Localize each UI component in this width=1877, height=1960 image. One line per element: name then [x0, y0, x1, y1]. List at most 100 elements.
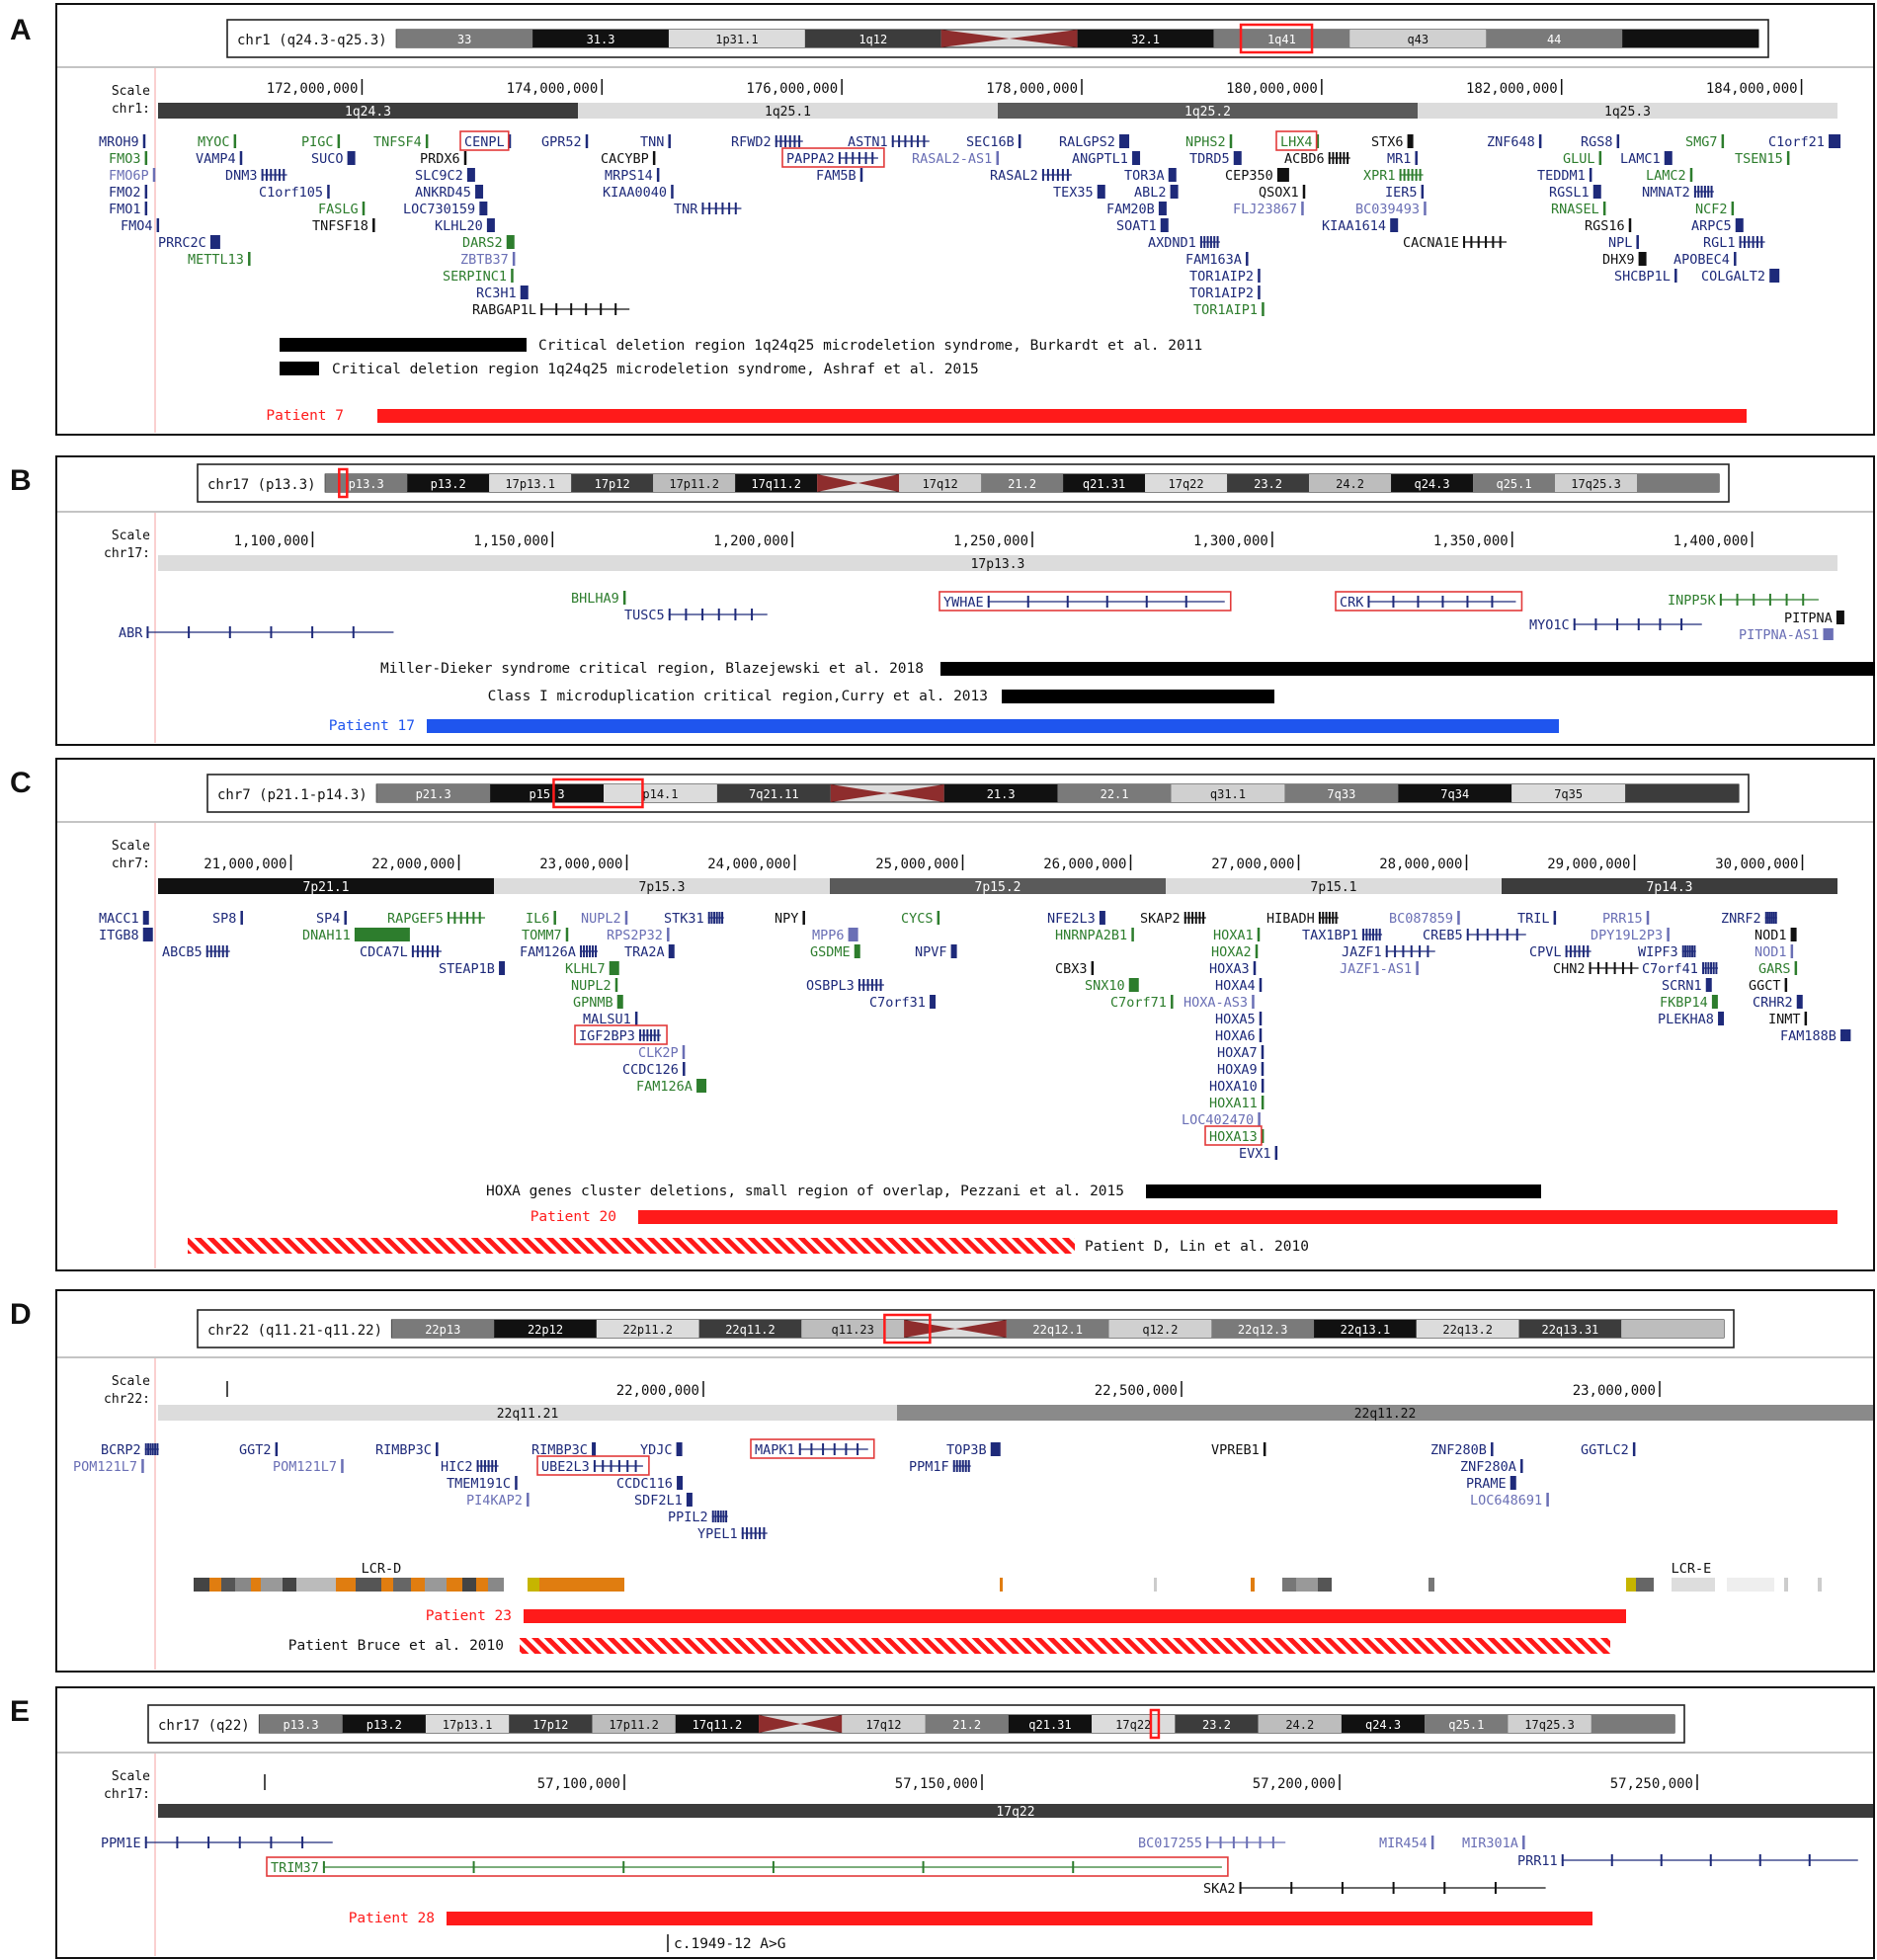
cytoband	[158, 555, 1837, 571]
gene-fam126a: FAM126A	[636, 1079, 707, 1095]
gene-rc3h1: RC3H1	[476, 286, 529, 301]
ideogram-band	[1213, 30, 1350, 47]
gene-label: POM121L7	[73, 1459, 137, 1475]
gene-label: COLGALT2	[1701, 269, 1765, 285]
gene-tmem191c: TMEM191C	[447, 1476, 518, 1492]
gene-mark	[1829, 134, 1841, 148]
exon-mark	[1145, 596, 1148, 608]
gene-pi4kap2: PI4KAP2	[466, 1493, 530, 1509]
chrom-label: chr17:	[104, 546, 150, 561]
exon-mark	[1715, 962, 1718, 974]
exon-mark	[1616, 618, 1619, 630]
gene-ppil2: PPIL2	[668, 1510, 728, 1525]
gene-shcbp1l: SHCBP1L	[1614, 269, 1677, 285]
panel-frame	[55, 758, 1875, 1271]
lcr-label: LCR-D	[362, 1561, 402, 1577]
ideogram-band	[1625, 784, 1739, 802]
exon-mark	[466, 912, 469, 924]
exon-mark	[480, 1460, 483, 1472]
gene-label: STK31	[664, 911, 704, 927]
band-label: 21.3	[987, 787, 1016, 801]
chrom-label: chr17:	[104, 1787, 150, 1802]
highlight-box	[536, 1455, 650, 1476]
gene-ier5: IER5	[1385, 185, 1425, 201]
gene-label: TEDDM1	[1537, 168, 1586, 184]
exon-mark	[1216, 236, 1219, 248]
cytoband-label: 17p13.3	[971, 557, 1025, 572]
duplication-segment	[194, 1578, 209, 1592]
gene-lamc2: LAMC2	[1646, 168, 1693, 184]
gene-mark	[466, 168, 475, 182]
gene-label: C7orf71	[1110, 995, 1167, 1011]
gene-mark	[1457, 911, 1460, 925]
gene-rfwd2: RFWD2	[731, 134, 803, 150]
gene-label: NOD1	[1755, 928, 1787, 943]
gene-mark	[239, 151, 243, 165]
band-label: p13.2	[431, 477, 466, 491]
band-label: p13.2	[367, 1718, 402, 1732]
gene-kiaa0040: KIAA0040	[603, 185, 674, 201]
gene-ggtlc2: GGTLC2	[1581, 1442, 1636, 1458]
exon-mark	[891, 135, 894, 147]
band-label: 22p11.2	[622, 1323, 673, 1337]
variant-label: c.1949-12 A>G	[674, 1936, 786, 1952]
band-label: q24.3	[1365, 1718, 1401, 1732]
gene-label: MPP6	[812, 928, 845, 943]
gene-label: LAMC1	[1620, 151, 1661, 167]
ideogram-band	[1508, 1715, 1591, 1733]
exon-mark	[852, 152, 855, 164]
exon-mark	[221, 945, 224, 957]
cytoband	[158, 1804, 1873, 1818]
gene-label: GGCT	[1749, 978, 1781, 994]
gene-label: GGTLC2	[1581, 1442, 1629, 1458]
cytoband-label: 7p14.3	[1647, 880, 1693, 895]
gene-label: GSDME	[810, 944, 851, 960]
gene-label: PI4KAP2	[466, 1493, 523, 1509]
gene-label: BC087859	[1389, 911, 1453, 927]
gene-fkbp14: FKBP14	[1660, 995, 1718, 1011]
gene-mark	[141, 1459, 144, 1473]
gene-label: INMT	[1768, 1012, 1801, 1027]
gene-mark	[585, 134, 589, 148]
exon-mark	[270, 1837, 273, 1848]
gene-mark	[1664, 151, 1673, 165]
gene-mettl13: METTL13	[188, 252, 251, 268]
gene-evx1: EVX1	[1239, 1146, 1278, 1162]
gene-label: HOXA7	[1217, 1045, 1258, 1061]
gene-mark	[686, 1493, 693, 1507]
gene-mark	[144, 202, 148, 215]
band-label: p15.3	[529, 787, 564, 801]
exon-mark	[1056, 169, 1059, 181]
duplication-segment	[1000, 1578, 1003, 1592]
cytoband-track: 17p13.3	[158, 555, 1837, 572]
chromosome-ideogram: chr1 (q24.3-q25.3) 33 31.3 1p31.1 1q12 32.1 1q…	[226, 19, 1769, 58]
gene-label: CLK2P	[638, 1045, 679, 1061]
coordinate-label: 57,200,000	[1253, 1776, 1336, 1792]
gene-skap2: SKAP2	[1140, 911, 1206, 927]
exon-mark	[1184, 596, 1187, 608]
gene-snx10: SNX10	[1085, 978, 1139, 994]
patient-bar	[447, 1912, 1592, 1925]
exon-mark	[1704, 962, 1707, 974]
panel-letter: B	[10, 464, 32, 497]
gene-mark	[425, 134, 429, 148]
gene-label: CREB5	[1423, 928, 1463, 943]
exon-mark	[751, 609, 754, 620]
band-label: 22q11.2	[725, 1323, 775, 1337]
exon-mark	[1825, 628, 1828, 640]
exon-mark	[1630, 962, 1633, 974]
gene-label: HOXA1	[1213, 928, 1254, 943]
exon-mark	[634, 1460, 637, 1472]
cytoband-label: 1q25.2	[1184, 105, 1231, 120]
gene-mark	[527, 1493, 530, 1507]
gene-label: EVX1	[1239, 1146, 1271, 1162]
gene-myoc: MYOC	[198, 134, 237, 150]
gene-ggct: GGCT	[1749, 978, 1788, 994]
gene-label: GGT2	[239, 1442, 272, 1458]
ideogram-band	[1006, 1320, 1109, 1338]
gene-mark	[1099, 911, 1105, 925]
exon-mark	[1410, 945, 1413, 957]
gene-label: TNFSF18	[312, 218, 368, 234]
exon-mark	[788, 135, 791, 147]
gene-label: FMO6P	[109, 168, 149, 184]
